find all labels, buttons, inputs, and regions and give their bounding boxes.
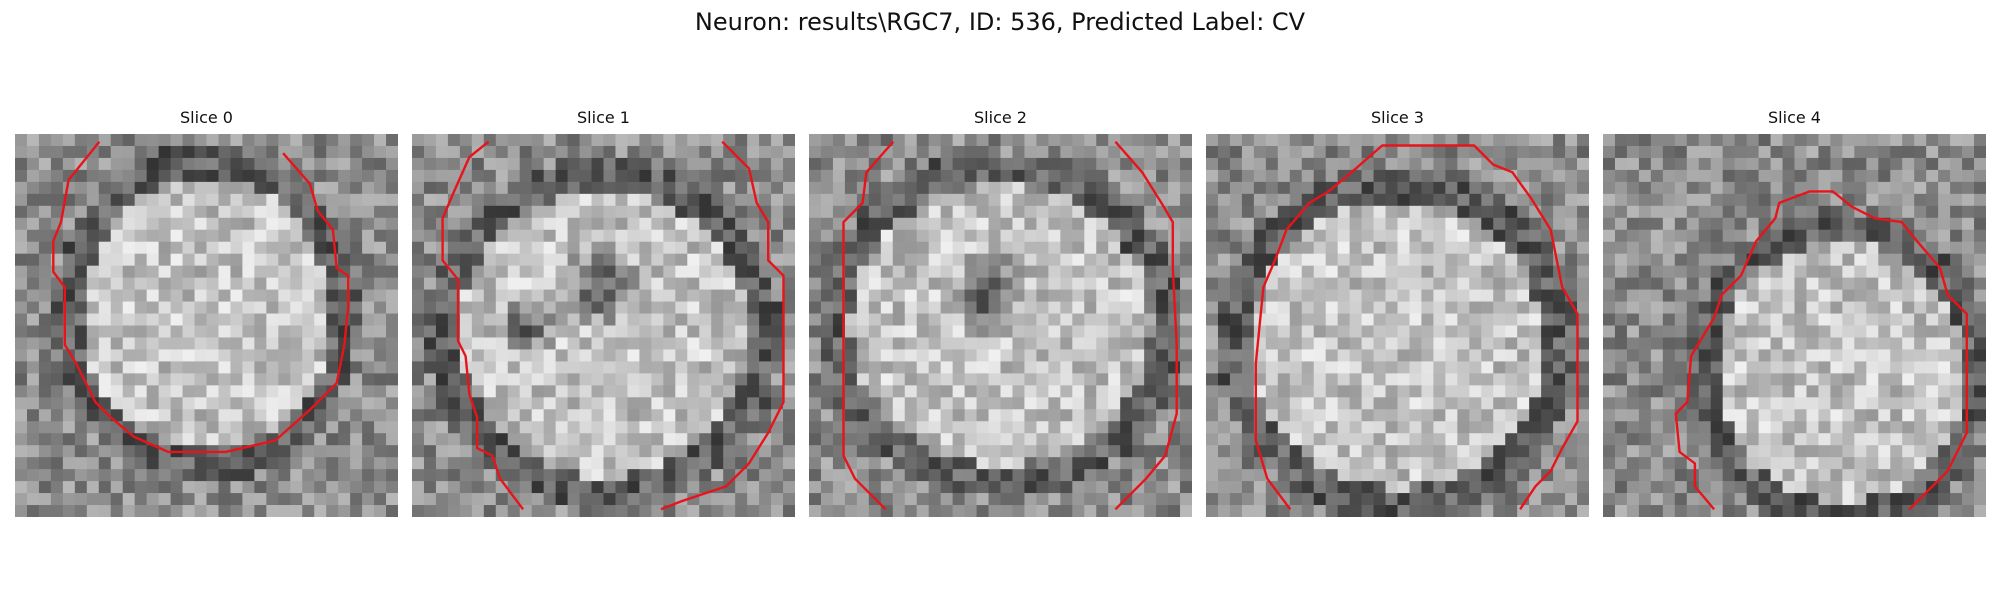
contour-line xyxy=(441,140,525,511)
slice-title: Slice 4 xyxy=(1768,108,1821,127)
slice-title: Slice 2 xyxy=(974,108,1027,127)
contour-line xyxy=(1254,144,1579,511)
slice-title: Slice 0 xyxy=(180,108,233,127)
slice-title: Slice 1 xyxy=(577,108,630,127)
slice-title: Slice 3 xyxy=(1371,108,1424,127)
slice-image-1 xyxy=(412,134,795,517)
contour-line xyxy=(52,140,350,454)
slice-image-2 xyxy=(809,134,1192,517)
slice-image-4 xyxy=(1603,134,1986,517)
contour-line xyxy=(660,140,785,511)
slice-image-0 xyxy=(15,134,398,517)
slice-image-3 xyxy=(1206,134,1589,517)
contour-line xyxy=(1674,190,1968,511)
contour-line xyxy=(842,140,895,511)
contour-line xyxy=(1114,140,1178,511)
figure-title: Neuron: results\RGC7, ID: 536, Predicted… xyxy=(694,8,1306,36)
